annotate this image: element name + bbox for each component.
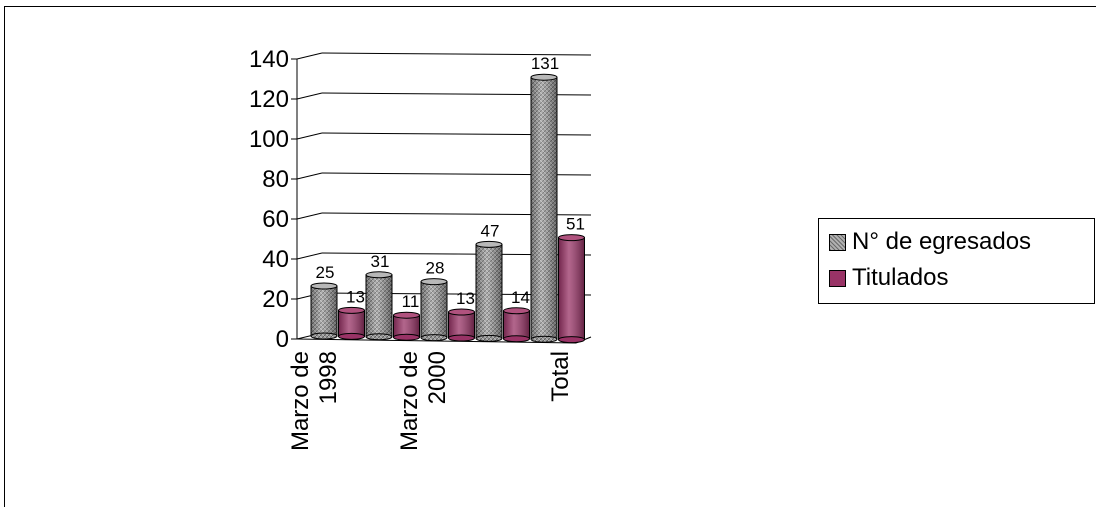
data-label-egresados: 31 — [371, 252, 390, 271]
data-label-egresados: 25 — [316, 263, 335, 282]
bar-base — [475, 334, 503, 342]
data-label-titulados: 11 — [402, 292, 420, 311]
bar-top — [365, 271, 393, 279]
legend-swatch-egresados — [829, 233, 846, 251]
bar-shading — [393, 315, 420, 338]
data-label-egresados: 28 — [426, 259, 445, 278]
bar-top — [503, 307, 530, 315]
bar-top — [393, 311, 420, 319]
data-label-egresados: 47 — [481, 221, 500, 240]
bar-top — [338, 306, 365, 314]
y-tick-label: 140 — [249, 46, 289, 73]
x-tick-label-line: Marzo de — [287, 351, 314, 451]
bar-titulados — [503, 307, 530, 343]
bar-shading — [421, 281, 447, 338]
data-label-titulados: 51 — [566, 215, 585, 234]
data-label-titulados: 13 — [456, 289, 475, 308]
gridline-depth — [296, 132, 323, 140]
x-tick-label: Marzo de2000 — [396, 351, 451, 451]
data-label-titulados: 14 — [511, 288, 530, 307]
bar-top — [420, 278, 448, 286]
y-tick-label: 100 — [249, 126, 289, 153]
x-tick-label-line: Marzo de — [396, 351, 423, 451]
bar-top — [475, 240, 503, 248]
bar-shading — [531, 77, 557, 340]
bar-shading — [366, 274, 392, 337]
legend-label-egresados: N° de egresados — [852, 228, 1032, 255]
bar-egresados — [475, 240, 503, 342]
x-tick-label: Total — [547, 351, 574, 402]
bar-titulados — [448, 308, 475, 342]
x-tick-label-line: 2000 — [424, 351, 451, 404]
gridline-depth — [296, 252, 323, 260]
y-tick-label: 40 — [262, 246, 289, 273]
bars — [310, 73, 585, 344]
bar-base — [338, 332, 365, 340]
bar-base — [503, 335, 530, 343]
bar-top — [448, 308, 475, 316]
bar-shading — [448, 312, 475, 338]
y-tick-label: 60 — [262, 206, 289, 233]
gridline-depth — [296, 92, 323, 100]
x-tick-label: Marzo de1998 — [287, 351, 342, 451]
bar-shading — [503, 310, 530, 339]
chart-frame — [4, 6, 1096, 507]
legend: N° de egresados Titulados — [818, 218, 1095, 304]
y-tick-label: 0 — [276, 326, 289, 353]
bar-titulados — [393, 311, 420, 341]
legend-swatch-titulados — [829, 269, 846, 287]
bar-egresados — [530, 73, 558, 343]
x-tick-label-line: 1998 — [315, 351, 342, 404]
bar-base — [310, 332, 338, 340]
gridline-depth — [296, 52, 323, 60]
bar-top — [310, 282, 338, 290]
bar-top — [558, 234, 585, 242]
x-tick-label-line: Total — [547, 351, 574, 402]
labels: 0 20 40 60 80 100 120 140 25 13 31 11 28 13 47 14 131 51 M… — [249, 46, 585, 451]
bar-base — [420, 334, 448, 342]
bar-shading — [558, 237, 585, 340]
y-tick-label: 20 — [262, 286, 289, 313]
gridline — [321, 52, 592, 56]
bar-base — [558, 336, 585, 344]
bar-top — [530, 73, 558, 81]
gridline-depth — [296, 172, 323, 180]
bar-titulados — [558, 234, 585, 344]
gridline-depth — [296, 212, 323, 220]
bar-egresados — [365, 271, 393, 341]
bar-egresados — [310, 282, 338, 340]
y-tick-label: 120 — [249, 86, 289, 113]
bar-base — [393, 333, 420, 341]
legend-label-titulados: Titulados — [852, 264, 949, 291]
legend-item-egresados: N° de egresados — [829, 227, 1031, 257]
y-tick-label: 80 — [262, 166, 289, 193]
bar-shading — [311, 286, 337, 336]
bar-base — [365, 333, 393, 341]
bar-egresados — [420, 278, 448, 342]
bar-base — [530, 335, 558, 343]
data-label-titulados: 13 — [346, 287, 365, 306]
bar-titulados — [338, 306, 365, 340]
bar-base — [448, 334, 475, 342]
legend-item-titulados: Titulados — [829, 263, 949, 293]
bar-shading — [476, 244, 502, 339]
data-label-egresados: 131 — [531, 54, 559, 73]
bar-shading — [338, 310, 365, 337]
